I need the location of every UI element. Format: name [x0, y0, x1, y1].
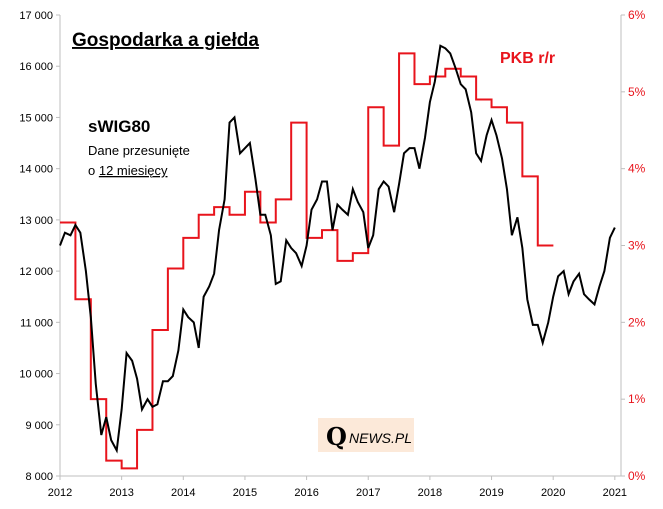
x-tick-label: 2020 — [541, 487, 565, 499]
left-tick-label: 15 000 — [19, 112, 53, 124]
left-tick-label: 9 000 — [25, 420, 53, 432]
right-axis-ticks: 0% 1% 2% 3% 4% 5% 6% — [621, 8, 646, 483]
swig80-note-underlined: 12 miesięcy — [99, 163, 168, 178]
right-tick-label: 1% — [628, 392, 646, 406]
x-tick-label: 2014 — [171, 487, 195, 499]
left-tick-label: 13 000 — [19, 215, 53, 227]
right-tick-label: 2% — [628, 315, 646, 329]
x-tick-label: 2017 — [356, 487, 380, 499]
left-tick-label: 16 000 — [19, 61, 53, 73]
right-tick-label: 3% — [628, 239, 646, 253]
right-tick-label: 6% — [628, 8, 646, 22]
left-tick-label: 17 000 — [19, 10, 53, 22]
x-tick-label: 2021 — [603, 487, 627, 499]
logo-text: NEWS.PL — [349, 430, 412, 446]
x-tick-label: 2015 — [233, 487, 257, 499]
chart-title: Gospodarka a giełda — [72, 30, 259, 51]
logo-background — [318, 418, 414, 452]
swig80-note-prefix: o — [88, 163, 99, 178]
x-axis-ticks: 2012 2013 2014 2015 2016 2017 2018 2019 2020 2021 — [48, 476, 627, 499]
pkb-title: PKB r/r — [500, 50, 555, 67]
left-tick-label: 8 000 — [25, 471, 53, 483]
qnews-logo: Q NEWS.PL — [318, 418, 414, 452]
right-tick-label: 4% — [628, 162, 646, 176]
x-tick-label: 2019 — [479, 487, 503, 499]
swig80-title: sWIG80 — [88, 117, 150, 136]
swig80-series-line — [59, 44, 616, 454]
x-tick-label: 2012 — [48, 487, 72, 499]
pkb-series-line — [60, 52, 554, 470]
left-tick-label: 14 000 — [19, 164, 53, 176]
x-tick-label: 2016 — [294, 487, 318, 499]
right-tick-label: 5% — [628, 85, 646, 99]
swig80-note-line2: o 12 miesięcy — [88, 163, 168, 178]
x-tick-label: 2013 — [109, 487, 133, 499]
left-axis-ticks: 8 000 9 000 10 000 11 000 12 000 13 000 14 000… — [19, 10, 60, 483]
right-tick-label: 0% — [628, 469, 646, 483]
left-tick-label: 11 000 — [20, 317, 53, 329]
x-tick-label: 2018 — [418, 487, 442, 499]
logo-letter: Q — [326, 422, 347, 451]
left-tick-label: 10 000 — [19, 369, 53, 381]
swig80-note-line1: Dane przesunięte — [88, 143, 190, 158]
left-tick-label: 12 000 — [19, 266, 53, 278]
